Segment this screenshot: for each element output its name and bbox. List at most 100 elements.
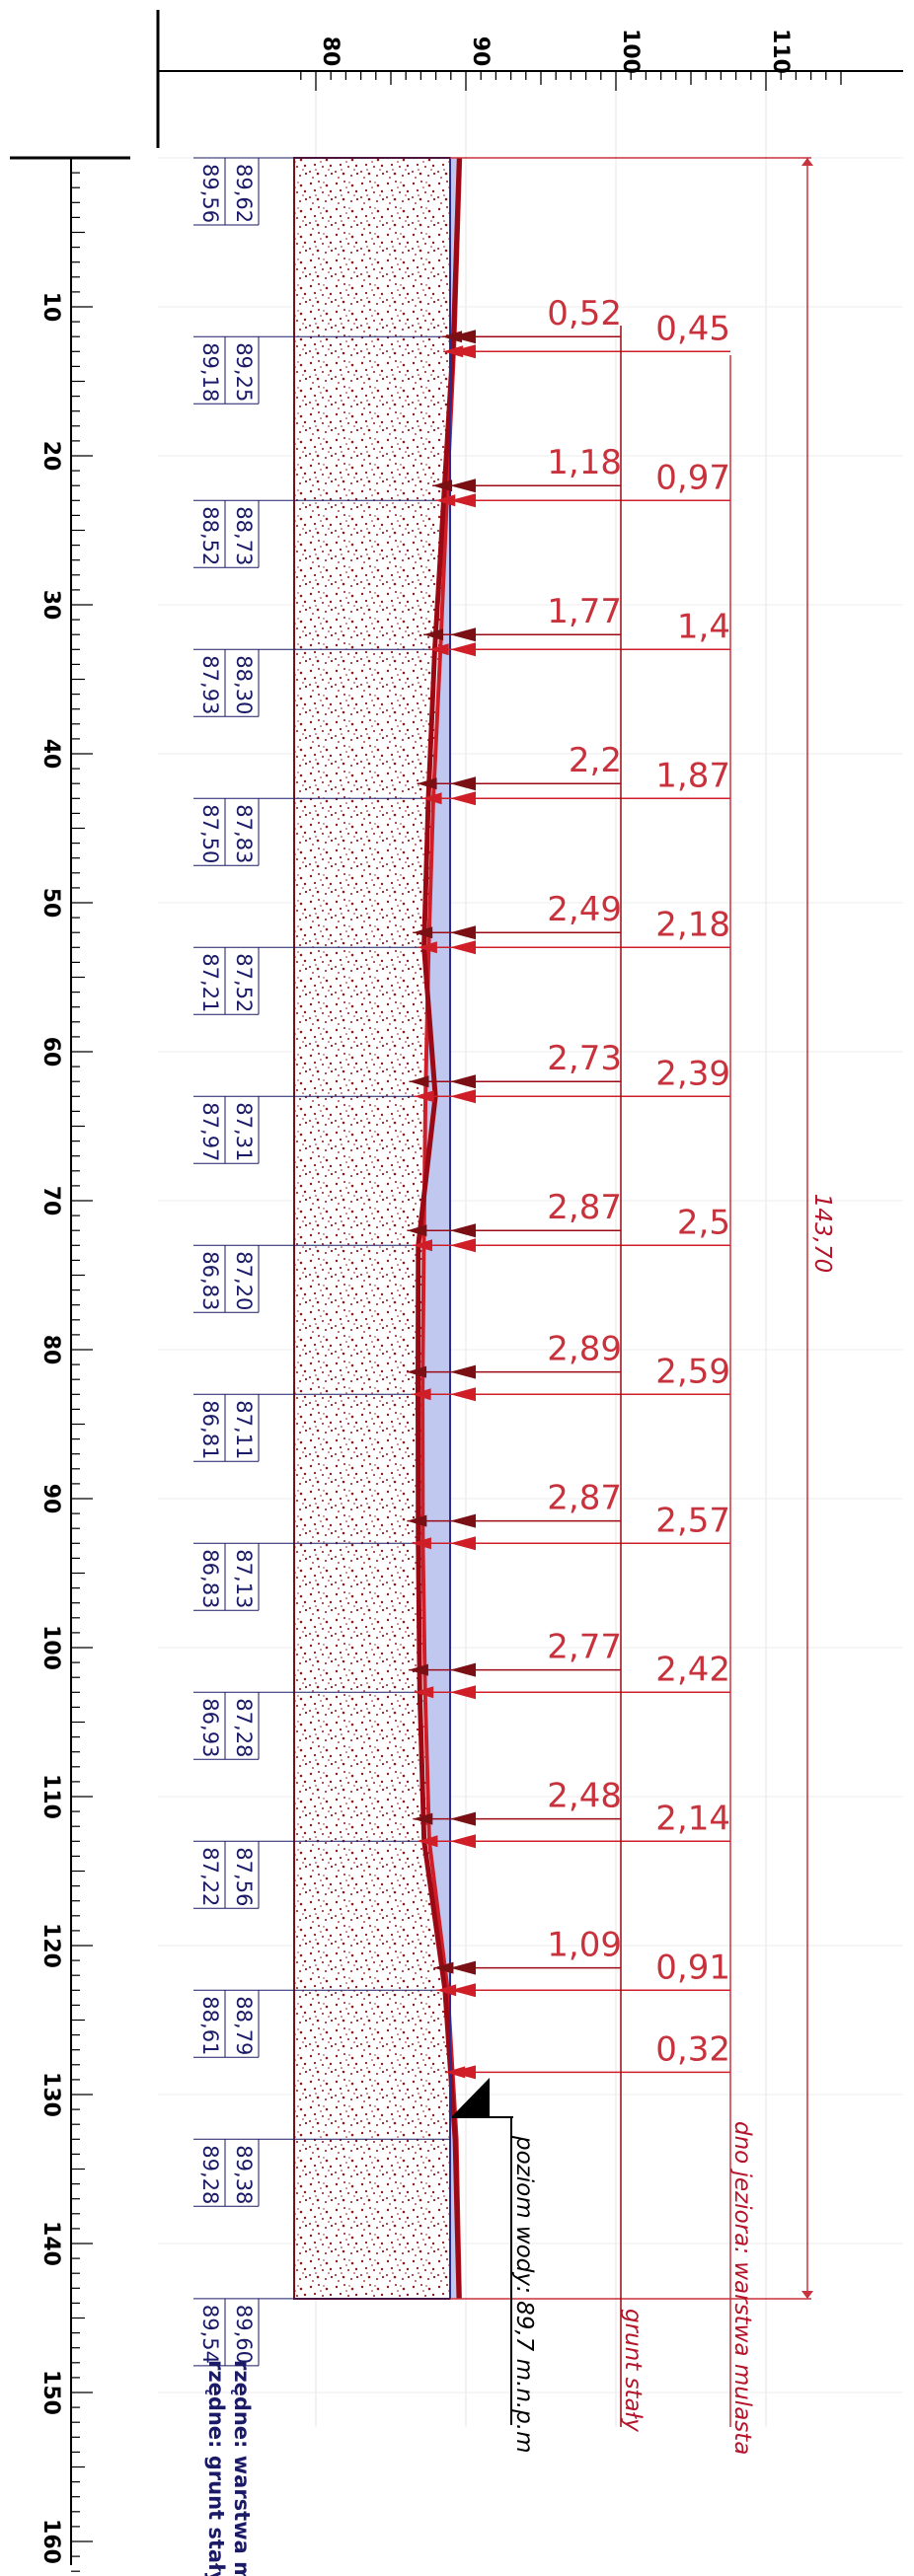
y-axis-tick-labels: 10 20 30 40 50 60 70 80 90 100 110 120 130 140 150 160 [38, 292, 63, 2564]
elevation-mud-label: 88,73 [232, 506, 256, 565]
mud-depth-label: 2,59 [655, 1352, 730, 1391]
soil-depth-arrow-end [450, 478, 476, 493]
total-length-dimension: 143,70 [450, 157, 835, 2300]
mud-depth-arrow-start [436, 1984, 457, 1997]
soil-depth-arrow-start [407, 1365, 427, 1378]
grid-lines [158, 71, 903, 2427]
elevation-mud-label: 89,25 [232, 342, 256, 402]
elevation-soil-label: 87,93 [198, 655, 222, 714]
elevation-mud-label: 87,56 [232, 1847, 256, 1906]
mud-depth-label: 0,91 [655, 1948, 730, 1987]
soil-depth-arrow-start [409, 1075, 429, 1088]
firm-soil-label: grunt stały [620, 2309, 646, 2432]
mud-depth-arrow-end [450, 791, 476, 806]
soil-depth-label: 1,09 [547, 1926, 622, 1965]
elevation-mud-label: 88,79 [232, 1996, 256, 2055]
mud-depth-label: 2,39 [655, 1054, 730, 1093]
soil-depth-label: 2,87 [547, 1479, 622, 1518]
mud-depth-label: 2,14 [655, 1799, 730, 1838]
mud-depth-arrow-end [450, 1834, 476, 1849]
y-axis-tick-label: 10 [38, 292, 63, 323]
soil-depth-label: 2,77 [547, 1628, 622, 1667]
axes [10, 10, 903, 2572]
soil-depth-arrow-end [450, 1074, 476, 1089]
elevation-soil-label: 86,83 [198, 1251, 222, 1310]
soil-depth-label: 2,2 [569, 741, 622, 780]
mud-depth-label: 2,18 [655, 905, 730, 944]
soil-depth-arrow-end [450, 1960, 476, 1975]
water-body [422, 158, 461, 2299]
depth-dimensions: 0,52 1,18 1,77 2,2 2,49 2,73 2,87 2,89 2,87 2,77 2… [407, 294, 730, 2080]
elevation-mud-label: 87,31 [232, 1102, 256, 1161]
soil-depth-label: 0,52 [547, 294, 622, 333]
elevation-mud-label: 87,13 [232, 1549, 256, 1608]
elevation-mud-label: 89,38 [232, 2145, 256, 2204]
soil-depth-arrow-end [450, 776, 476, 791]
soil-depth-arrow-end [450, 1811, 476, 1826]
mud-depth-arrow-end [450, 1536, 476, 1551]
elevation-labels: 89,62 89,56 89,25 89,18 88,73 88,52 88,30 87,93… [193, 157, 450, 2367]
water-level-marker: poziom wody: 89,7 m.n.p.m [452, 2078, 537, 2454]
mud-depth-label: 2,42 [655, 1650, 730, 1689]
total-length-label: 143,70 [809, 1194, 835, 1273]
mud-depth-label: 1,4 [677, 607, 730, 646]
soil-depth-label: 2,87 [547, 1188, 622, 1227]
soil-depth-label: 2,48 [547, 1777, 622, 1816]
elevation-soil-label: 89,54 [198, 2305, 222, 2364]
soil-depth-arrow-end [450, 330, 476, 344]
elevation-mud-label: 87,20 [232, 1251, 256, 1310]
mud-depth-arrow-end [450, 1089, 476, 1104]
mud-depth-arrow-end [450, 2065, 476, 2080]
leader-labels: grunt stały dno jeziora: warstwa mulasta [620, 326, 755, 2455]
soil-depth-arrow-start [432, 479, 453, 492]
soil-depth-arrow-start [407, 1514, 427, 1527]
soil-depth-arrow-start [413, 926, 433, 939]
soil-depth-arrow-end [450, 627, 476, 642]
mud-depth-arrow-end [450, 493, 476, 508]
elevation-soil-label: 87,50 [198, 804, 222, 863]
soil-depth-arrow-start [413, 1812, 433, 1825]
mud-depth-arrow-end [450, 1238, 476, 1253]
y-axis-tick-label: 40 [38, 739, 63, 770]
elevation-mud-label: 89,60 [232, 2305, 256, 2364]
soil-depth-arrow-end [450, 1662, 476, 1677]
x-axis-tick-label: 80 [318, 37, 343, 67]
mud-depth-arrow-start [435, 494, 456, 507]
elevation-mud-label: 87,28 [232, 1698, 256, 1757]
soil-depth-label: 2,89 [547, 1330, 622, 1369]
elevation-soil-label: 86,83 [198, 1549, 222, 1608]
y-axis-tick-label: 150 [38, 2370, 63, 2415]
elevation-soil-label: 89,18 [198, 342, 222, 402]
x-axis-tick-label: 100 [618, 29, 643, 74]
soil-depth-label: 1,18 [547, 443, 622, 482]
water-level-label: poziom wody: 89,7 m.n.p.m [511, 2135, 537, 2454]
soil-depth-arrow-end [450, 1364, 476, 1379]
mud-depth-arrow-end [450, 1685, 476, 1700]
elevation-soil-label: 87,21 [198, 953, 222, 1012]
mud-depth-arrow-start [414, 1686, 434, 1699]
mud-depth-label: 1,87 [655, 756, 730, 795]
mud-depth-arrow-start [411, 1537, 431, 1550]
x-axis-tick-label: 110 [768, 29, 793, 74]
y-axis-tick-label: 70 [38, 1186, 63, 1216]
soil-depth-arrow-end [450, 1223, 476, 1238]
y-axis-tick-label: 160 [38, 2519, 63, 2564]
mud-depth-arrow-start [418, 1835, 438, 1848]
mud-depth-arrow-start [411, 1388, 431, 1401]
soil-depth-label: 1,77 [547, 592, 622, 631]
soil-depth-label: 2,49 [547, 890, 622, 929]
elevation-soil-label: 86,93 [198, 1698, 222, 1757]
soil-depth-arrow-end [450, 1513, 476, 1528]
elevation-soil-label: 89,56 [198, 164, 222, 223]
elevation-soil-label: 87,22 [198, 1847, 222, 1906]
mud-depth-label: 2,5 [677, 1203, 730, 1242]
mud-depth-label: 0,97 [655, 458, 730, 497]
elevation-soil-label: 88,61 [198, 1996, 222, 2055]
mud-depth-arrow-start [428, 643, 449, 656]
soil-depth-arrow-start [433, 1961, 454, 1974]
mud-depth-label: 2,57 [655, 1501, 730, 1540]
elevation-mud-label: 87,11 [232, 1400, 256, 1459]
mud-depth-arrow-end [450, 940, 476, 955]
y-axis-tick-label: 120 [38, 1923, 63, 1968]
